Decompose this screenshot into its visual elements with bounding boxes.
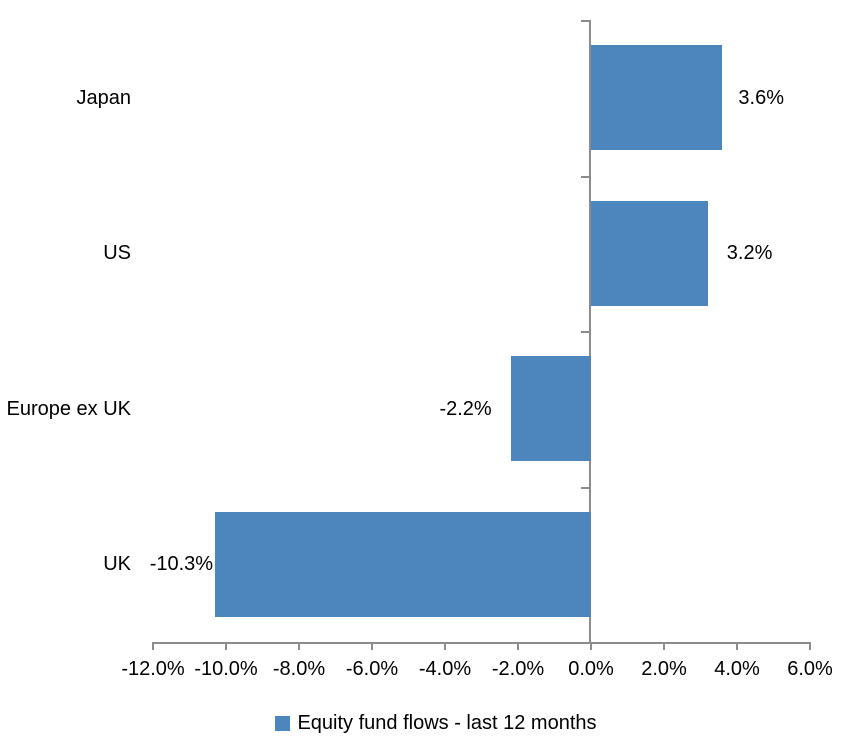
x-axis-line: [153, 642, 811, 644]
x-tick-mark-1: [225, 642, 227, 650]
x-tick-mark-8: [736, 642, 738, 650]
y-tick-mark-0: [581, 20, 589, 22]
bar-japan: [591, 45, 723, 151]
x-tick-mark-4: [444, 642, 446, 650]
bar-europe-ex-uk: [510, 356, 591, 462]
x-tick-label-2: -8.0%: [272, 658, 326, 680]
x-tick-mark-3: [371, 642, 373, 650]
x-tick-label-6: 0.0%: [568, 658, 614, 680]
bar-uk: [215, 511, 591, 617]
x-tick-mark-6: [590, 642, 592, 650]
data-label-uk: -10.3%: [149, 553, 214, 576]
category-label-europe-ex-uk: Europe ex UK: [6, 397, 131, 420]
x-tick-label-0: -12.0%: [121, 658, 185, 680]
category-label-japan: Japan: [76, 86, 132, 109]
x-tick-mark-9: [809, 642, 811, 650]
y-tick-mark-3: [581, 487, 589, 489]
legend-label: Equity fund flows - last 12 months: [297, 711, 597, 734]
data-label-japan: 3.6%: [738, 86, 784, 109]
legend: Equity fund flows - last 12 months: [10, 710, 852, 736]
data-label-europe-ex-uk: -2.2%: [439, 397, 492, 420]
legend-swatch-icon: [275, 715, 291, 731]
y-tick-mark-1: [581, 176, 589, 178]
category-label-us: US: [103, 242, 131, 265]
x-tick-label-7: 2.0%: [641, 658, 687, 680]
x-tick-mark-0: [152, 642, 154, 650]
x-tick-mark-5: [517, 642, 519, 650]
y-tick-mark-2: [581, 331, 589, 333]
x-tick-label-9: 6.0%: [787, 658, 833, 680]
x-tick-mark-7: [663, 642, 665, 650]
x-tick-label-1: -10.0%: [194, 658, 258, 680]
x-tick-label-3: -6.0%: [345, 658, 399, 680]
y-axis-line: [589, 20, 591, 642]
x-tick-label-8: 4.0%: [714, 658, 760, 680]
data-label-us: 3.2%: [726, 242, 773, 265]
category-label-uk: UK: [103, 553, 131, 576]
x-tick-mark-2: [298, 642, 300, 650]
x-tick-label-4: -4.0%: [418, 658, 472, 680]
x-tick-label-5: -2.0%: [491, 658, 545, 680]
bar-us: [591, 200, 708, 306]
